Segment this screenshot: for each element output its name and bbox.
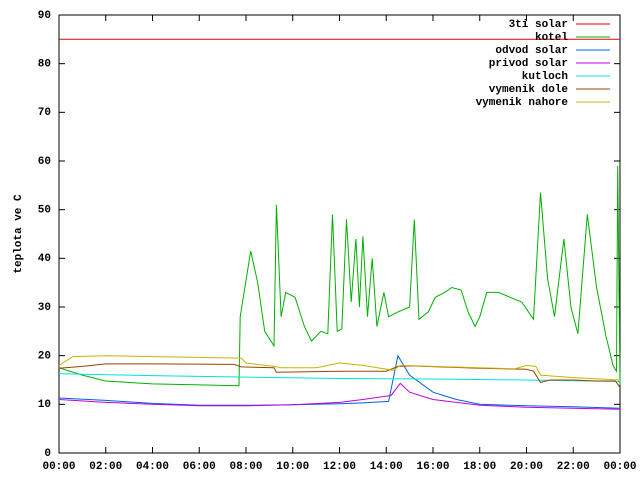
legend-label: kutloch	[522, 71, 568, 83]
legend-label: 3ti solar	[509, 19, 568, 31]
series-line	[58, 363, 621, 388]
x-tick-label: 16:00	[416, 461, 449, 473]
y-tick-label: 30	[38, 302, 51, 314]
legend-label: kotel	[535, 32, 568, 44]
x-tick-label: 00:00	[603, 461, 636, 473]
x-tick-label: 04:00	[136, 461, 169, 473]
series-line	[58, 165, 621, 387]
x-tick-label: 00:00	[42, 461, 75, 473]
x-tick-label: 06:00	[183, 461, 216, 473]
series-line	[58, 382, 621, 410]
x-tick-label: 20:00	[510, 461, 543, 473]
series-line	[58, 354, 621, 409]
y-tick-label: 70	[38, 107, 51, 119]
x-tick-label: 18:00	[463, 461, 496, 473]
legend-label: privod solar	[489, 58, 568, 70]
x-tick-label: 12:00	[323, 461, 356, 473]
y-tick-label: 90	[38, 10, 51, 22]
y-tick-label: 10	[38, 399, 51, 411]
y-axis-label: teplota ve C	[13, 194, 25, 274]
series-line	[58, 355, 621, 381]
legend-label: odvod solar	[495, 45, 568, 57]
y-tick-label: 80	[38, 59, 51, 71]
x-tick-label: 02:00	[89, 461, 122, 473]
y-tick-label: 0	[44, 448, 51, 460]
y-tick-label: 50	[38, 205, 51, 217]
x-tick-label: 22:00	[557, 461, 590, 473]
x-tick-label: 10:00	[276, 461, 309, 473]
y-tick-label: 60	[38, 156, 51, 168]
x-tick-label: 14:00	[370, 461, 403, 473]
x-tick-label: 08:00	[229, 461, 262, 473]
series-line	[58, 373, 621, 382]
y-tick-label: 40	[38, 253, 51, 265]
legend-label: vymenik dole	[489, 84, 569, 96]
legend-label: vymenik nahore	[476, 97, 569, 109]
y-tick-label: 20	[38, 351, 51, 363]
